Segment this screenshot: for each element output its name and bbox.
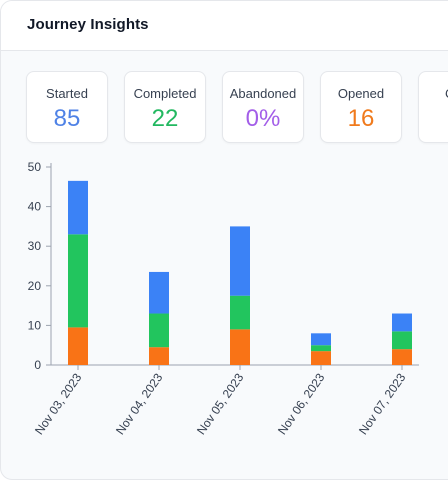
stat-value: 85 <box>53 105 81 132</box>
stacked-bar-chart: 0 10 20 30 40 50 Nov 03, 2023 Nov 04, 2023 Nov 0… <box>28 160 419 437</box>
stat-value: 0% <box>245 105 281 132</box>
y-tick-label: 30 <box>28 239 42 253</box>
y-tick-label: 40 <box>28 200 42 214</box>
panel-title: Journey Insights <box>27 16 149 33</box>
stat-label: Abandoned <box>229 86 297 101</box>
bar-segment <box>392 349 412 365</box>
stat-value: 22 <box>151 105 179 132</box>
journey-chart: 0 10 20 30 40 50 Nov 03, 2023 Nov 04, 2023 Nov 0… <box>1 151 448 475</box>
stat-card-partial[interactable]: C <box>418 71 448 143</box>
stat-card-abandoned[interactable]: Abandoned 0% <box>222 71 304 143</box>
stat-label: Opened <box>337 86 385 101</box>
bar-segment <box>230 295 250 330</box>
stat-card-opened[interactable]: Opened 16 <box>320 71 402 143</box>
y-tick-label: 10 <box>28 318 42 332</box>
stat-label: Started <box>46 86 88 101</box>
y-tick-label: 0 <box>34 358 41 372</box>
x-tick-label: Nov 06, 2023 <box>275 370 328 437</box>
stat-label: C <box>445 86 448 101</box>
bar-segment <box>149 347 169 365</box>
bar-segment <box>311 333 331 346</box>
y-tick-label: 20 <box>28 279 42 293</box>
x-tick-label: Nov 04, 2023 <box>113 370 166 437</box>
bar-segment <box>392 313 412 332</box>
stat-value: 16 <box>347 105 375 132</box>
bar-segment <box>149 313 169 348</box>
bar-segment <box>68 180 88 235</box>
bar-segment <box>68 327 88 365</box>
bar-segment <box>230 226 250 296</box>
bar-segment <box>68 234 88 328</box>
bar-segment <box>311 345 331 352</box>
x-tick-label: Nov 05, 2023 <box>194 370 247 437</box>
bar-segment <box>149 271 169 314</box>
stat-card-started[interactable]: Started 85 <box>26 71 108 143</box>
y-tick-label: 50 <box>28 160 42 174</box>
x-tick-label: Nov 03, 2023 <box>32 370 85 437</box>
bar-segment <box>230 329 250 365</box>
bar-segment <box>311 351 331 365</box>
stat-card-completed[interactable]: Completed 22 <box>124 71 206 143</box>
panel-header: Journey Insights <box>1 1 448 51</box>
stat-label: Completed <box>133 86 197 101</box>
bar-segment <box>392 331 412 350</box>
x-tick-label: Nov 07, 2023 <box>356 370 409 437</box>
